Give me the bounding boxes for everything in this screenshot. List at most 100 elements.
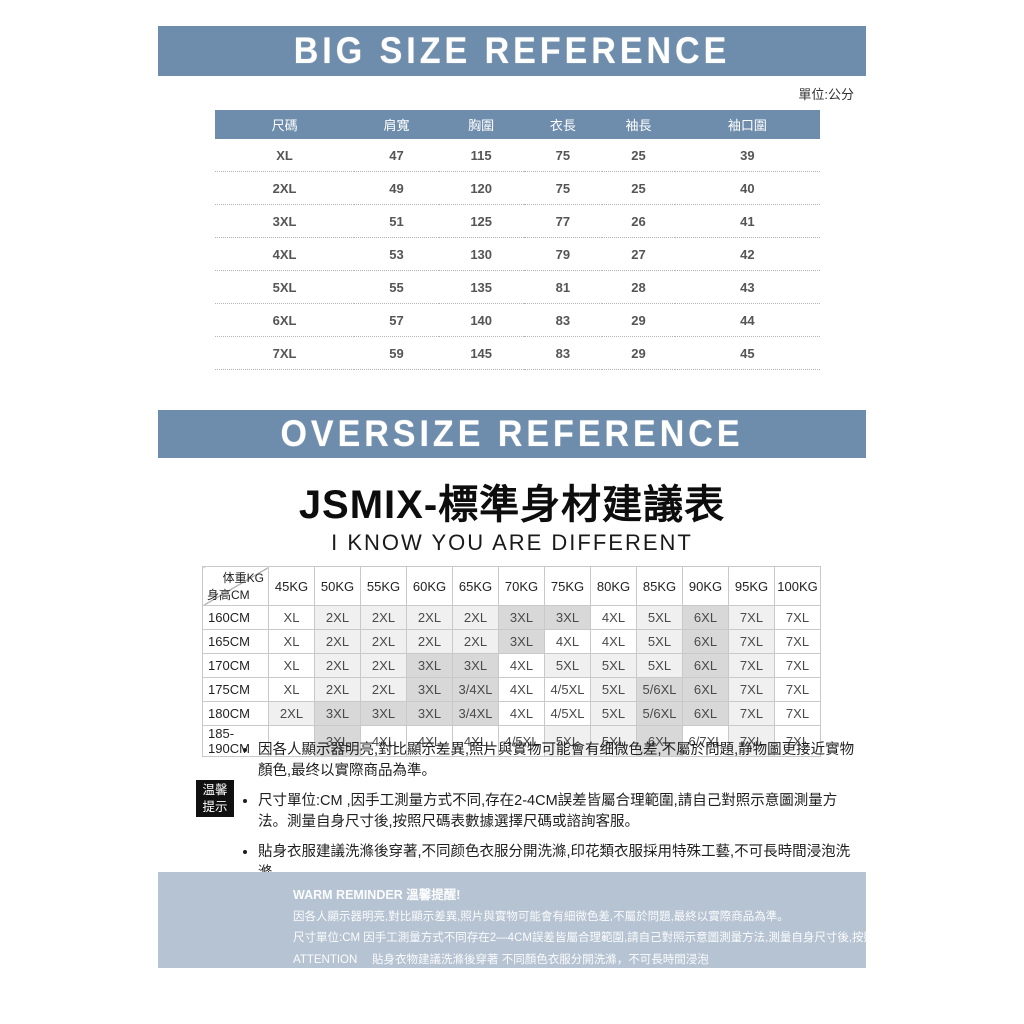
size-recommendation-cell: 5/6XL <box>636 701 683 726</box>
size-table-cell: 47 <box>354 139 439 172</box>
size-recommendation-cell: 7XL <box>774 725 821 757</box>
size-table-cell: 29 <box>602 303 675 337</box>
size-recommendation-cell: 5XL <box>590 677 637 702</box>
size-recommendation-cell: 3XL <box>452 653 499 678</box>
weight-header-cell: 80KG <box>590 566 637 606</box>
size-table-header: 袖長 <box>602 110 675 139</box>
size-recommendation-cell: XL <box>268 629 315 654</box>
size-recommendation-cell: 3XL <box>406 677 453 702</box>
size-table-cell: 75 <box>523 171 603 205</box>
size-recommendation-cell: 7XL <box>774 653 821 678</box>
big-size-table: 尺碼 肩寬 胸圍 衣長 袖長 袖口圍 XL 47 115 75 25 39 2XL 49 120 75 25 4… <box>215 110 820 370</box>
size-table-cell: 53 <box>354 237 439 271</box>
size-recommendation-cell: 7XL <box>774 605 821 630</box>
size-recommendation-cell: 3XL <box>406 653 453 678</box>
size-recommendation-cell: 5/6XL <box>636 677 683 702</box>
notes-list: 因各人顯示器明亮,對比顯示差異,照片與實物可能會有细微色差,不屬於問題,静物圖更… <box>244 740 862 893</box>
size-recommendation-cell: 2XL <box>360 629 407 654</box>
size-table-row: XL 47 115 75 25 39 <box>215 139 820 172</box>
size-recommendation-cell <box>268 725 315 757</box>
size-recommendation-cell: 2XL <box>406 629 453 654</box>
matrix-corner-cell: 体重KG 身高CM <box>202 566 269 606</box>
size-recommendation-cell: 6XL <box>682 677 729 702</box>
size-recommendation-cell: 7XL <box>774 677 821 702</box>
size-recommendation-cell: 2XL <box>314 629 361 654</box>
size-recommendation-cell: 5XL <box>590 653 637 678</box>
note-item: 尺寸單位:CM ,因手工測量方式不同,存在2-4CM誤差皆屬合理範圍,請自己對照… <box>258 791 862 833</box>
matrix-row: 165CM XL 2XL 2XL 2XL 2XL 3XL 4XL 4XL 5XL 6XL 7XL 7XL <box>202 629 821 654</box>
size-recommendation-cell: 7XL <box>774 701 821 726</box>
size-recommendation-cell: 7XL <box>774 629 821 654</box>
size-recommendation-cell: 2XL <box>452 605 499 630</box>
size-table-row: 6XL 57 140 83 29 44 <box>215 303 820 337</box>
size-recommendation-cell: 4XL <box>498 677 545 702</box>
size-table-cell: 25 <box>602 139 675 172</box>
size-table-cell: 29 <box>602 336 675 370</box>
size-table-cell: 59 <box>354 336 439 370</box>
size-table-cell: 6XL <box>215 303 355 337</box>
size-recommendation-cell: 2XL <box>314 605 361 630</box>
size-table-cell: 43 <box>674 270 820 304</box>
size-recommendation-cell: 2XL <box>268 701 315 726</box>
size-table-header-row: 尺碼 肩寬 胸圍 衣長 袖長 袖口圍 <box>215 110 820 139</box>
suggestion-subtitle: I KNOW YOU ARE DIFFERENT <box>331 530 693 555</box>
size-table-cell: 77 <box>523 204 603 238</box>
corner-height-label: 身高CM <box>207 588 250 602</box>
matrix-row: 180CM 2XL 3XL 3XL 3XL 3/4XL 4XL 4/5XL 5XL 5/6XL 6X… <box>202 701 821 726</box>
size-recommendation-cell: 7XL <box>728 605 775 630</box>
size-table-cell: 2XL <box>215 171 355 205</box>
weight-header-cell: 95KG <box>728 566 775 606</box>
size-recommendation-cell: 7XL <box>728 701 775 726</box>
suggestion-title: JSMIX-標準身材建議表 <box>298 483 726 527</box>
size-table-cell: 120 <box>438 171 524 205</box>
size-recommendation-cell: XL <box>268 605 315 630</box>
size-recommendation-cell: 5XL <box>636 653 683 678</box>
size-table-cell: 45 <box>674 336 820 370</box>
size-table-cell: 5XL <box>215 270 355 304</box>
size-recommendation-cell: 5XL <box>590 725 637 757</box>
height-label-cell: 160CM <box>202 605 269 630</box>
weight-header-cell: 85KG <box>636 566 683 606</box>
big-size-banner: BIG SIZE REFERENCE <box>158 26 866 76</box>
weight-header-cell: 90KG <box>682 566 729 606</box>
size-recommendation-cell: 3XL <box>360 701 407 726</box>
matrix-row: 175CM XL 2XL 2XL 3XL 3/4XL 4XL 4/5XL 5XL 5/6XL 6XL… <box>202 677 821 702</box>
size-recommendation-cell: 2XL <box>452 629 499 654</box>
size-recommendation-cell: 4XL <box>452 725 499 757</box>
footer-title: WARM REMINDER 溫馨提醒! <box>293 888 461 902</box>
size-table-cell: 7XL <box>215 336 355 370</box>
size-recommendation-cell: 6XL <box>682 701 729 726</box>
weight-header-cell: 100KG <box>774 566 821 606</box>
size-recommendation-cell: 2XL <box>360 605 407 630</box>
size-recommendation-cell: 6XL <box>682 605 729 630</box>
size-table-cell: 145 <box>438 336 524 370</box>
size-table-cell: XL <box>215 139 355 172</box>
size-recommendation-cell: 4/5XL <box>498 725 545 757</box>
size-table-cell: 40 <box>674 171 820 205</box>
size-recommendation-cell: 3XL <box>544 605 591 630</box>
oversize-banner: OVERSIZE REFERENCE <box>158 410 866 458</box>
size-table-header: 肩寬 <box>354 110 439 139</box>
matrix-header-row: 体重KG 身高CM 45KG 50KG 55KG 60KG 65KG 70KG 75KG 80… <box>202 566 821 606</box>
size-table-cell: 55 <box>354 270 439 304</box>
size-table-cell: 130 <box>438 237 524 271</box>
size-table-cell: 49 <box>354 171 439 205</box>
footer-reminder: WARM REMINDER 溫馨提醒! 因各人顯示器明亮,對比顯示差異,照片與實物… <box>158 872 990 968</box>
weight-header-cell: 65KG <box>452 566 499 606</box>
size-table-cell: 42 <box>674 237 820 271</box>
size-recommendation-cell: 5XL <box>544 653 591 678</box>
size-table-cell: 3XL <box>215 204 355 238</box>
size-recommendation-cell: 4/5XL <box>544 677 591 702</box>
oversize-banner-title: OVERSIZE REFERENCE <box>280 412 744 454</box>
size-table-cell: 27 <box>602 237 675 271</box>
matrix-row: 185-190CM 3XL 4XL 4XL 4XL 4/5XL 5XL 5XL 6XL 6/7XL… <box>202 725 821 757</box>
size-table-cell: 44 <box>674 303 820 337</box>
size-recommendation-cell: 7XL <box>728 629 775 654</box>
size-recommendation-cell: 2XL <box>314 677 361 702</box>
size-table-header: 胸圍 <box>438 110 524 139</box>
size-table-cell: 140 <box>438 303 524 337</box>
size-recommendation-cell: 3XL <box>314 725 361 757</box>
size-table-cell: 75 <box>523 139 603 172</box>
weight-header-cell: 50KG <box>314 566 361 606</box>
